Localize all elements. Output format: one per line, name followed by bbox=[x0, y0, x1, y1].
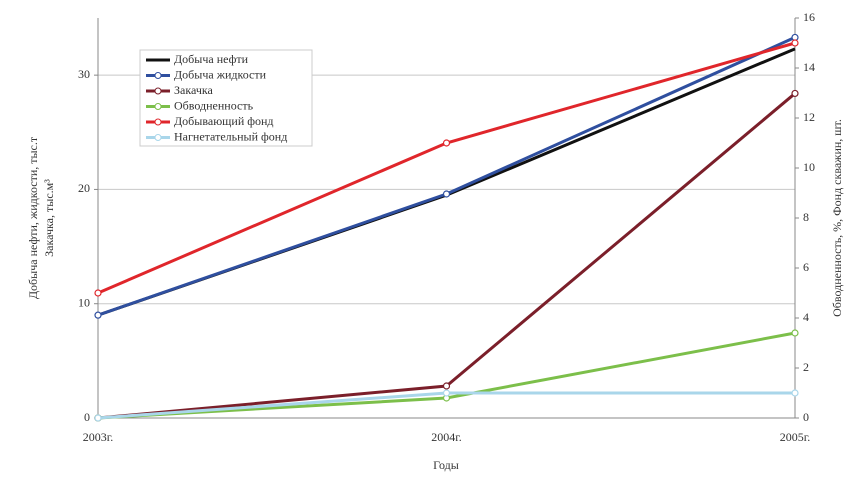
y-tick-label: 20 bbox=[78, 181, 90, 195]
legend-label: Обводненность bbox=[174, 98, 254, 112]
legend-marker bbox=[154, 118, 162, 126]
point bbox=[442, 382, 451, 390]
legend-marker bbox=[154, 87, 162, 95]
y-tick-label: 0 bbox=[84, 410, 90, 424]
point bbox=[94, 289, 102, 297]
x-tick-label: 2005г. bbox=[780, 430, 811, 444]
y2-tick-label: 12 bbox=[803, 110, 815, 124]
point bbox=[791, 89, 799, 98]
y2-tick-label: 16 bbox=[803, 10, 815, 24]
y2-tick-label: 4 bbox=[803, 310, 809, 324]
x-tick-label: 2004г. bbox=[431, 430, 462, 444]
y2-tick-label: 10 bbox=[803, 160, 815, 174]
y-axis-label: Закачка, тыс.м³ bbox=[42, 179, 56, 257]
point bbox=[442, 139, 451, 147]
legend-label: Добыча жидкости bbox=[174, 67, 267, 81]
y2-tick-label: 6 bbox=[803, 260, 809, 274]
y2-tick-label: 2 bbox=[803, 360, 809, 374]
y-tick-label: 30 bbox=[78, 67, 90, 81]
y2-tick-label: 0 bbox=[803, 410, 809, 424]
legend-marker bbox=[154, 103, 162, 110]
y-axis-label: Добыча нефти, жидкости, тыс.т bbox=[26, 136, 40, 299]
y2-tick-label: 14 bbox=[803, 60, 815, 74]
point bbox=[442, 190, 451, 198]
point bbox=[791, 39, 799, 47]
point bbox=[94, 311, 102, 319]
point bbox=[94, 414, 102, 422]
x-tick-label: 2003г. bbox=[83, 430, 114, 444]
legend-marker bbox=[154, 134, 162, 141]
legend-label: Добывающий фонд bbox=[174, 114, 274, 128]
y-tick-label: 10 bbox=[78, 295, 90, 309]
y2-tick-label: 8 bbox=[803, 210, 809, 224]
legend-label: Закачка bbox=[174, 83, 214, 97]
point bbox=[442, 389, 451, 397]
y2-axis-label: Обводненность, %, Фонд скважин, шт. bbox=[830, 119, 844, 317]
point bbox=[791, 389, 799, 397]
x-axis-label: Годы bbox=[433, 458, 459, 472]
legend-label: Нагнетательный фонд bbox=[174, 129, 287, 143]
legend-label: Добыча нефти bbox=[174, 52, 249, 66]
legend-marker bbox=[154, 72, 162, 79]
legend-box bbox=[139, 49, 313, 147]
point bbox=[791, 329, 799, 337]
